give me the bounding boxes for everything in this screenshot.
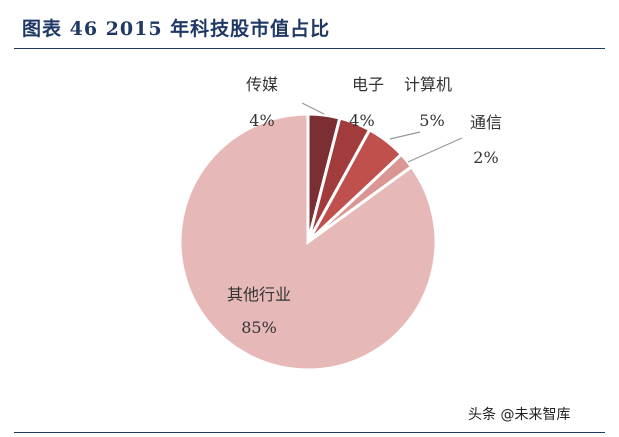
bottom-divider [14, 432, 605, 433]
slice-value-label: 85% [241, 318, 277, 337]
slice-name-label: 传媒 [246, 75, 278, 94]
slice-value-label: 4% [249, 111, 274, 130]
leader-line [389, 131, 421, 140]
chart-title: 图表 46 2015 年科技股市值占比 [22, 18, 331, 40]
title-divider [14, 48, 605, 49]
slice-value-label: 4% [349, 111, 374, 130]
slice-name-label: 通信 [470, 113, 502, 132]
slice-value-label: 5% [419, 111, 444, 130]
slice-name-label: 计算机 [404, 75, 452, 94]
slice-name-label: 其他行业 [227, 285, 291, 304]
leader-line [407, 137, 463, 163]
slice-value-label: 2% [473, 148, 498, 167]
slice-name-label: 电子 [352, 75, 384, 94]
watermark: 头条 @未来智库 [468, 407, 571, 423]
leader-line [301, 102, 325, 115]
pie-slice [178, 112, 438, 372]
